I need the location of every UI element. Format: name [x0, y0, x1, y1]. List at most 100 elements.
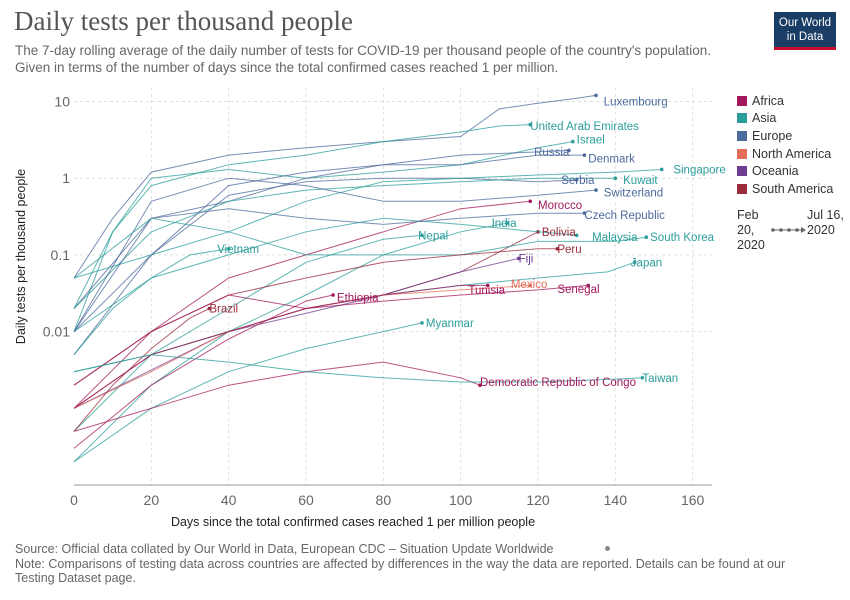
series-line: [73, 234, 423, 432]
x-tick-label: 140: [604, 492, 628, 508]
series-line: [73, 169, 662, 279]
series-label: Brazil: [209, 304, 238, 316]
series-label: Vietnam: [217, 244, 259, 256]
timeline-slider[interactable]: [771, 226, 807, 234]
series-endpoint: [420, 321, 424, 325]
series-line: [73, 322, 423, 463]
timeline-start-label: Feb 20, 2020: [737, 208, 765, 252]
series-endpoint: [420, 233, 424, 238]
series-endpoint: [528, 283, 533, 288]
series-line: [73, 150, 569, 356]
legend-item[interactable]: South America: [737, 180, 833, 198]
series-endpoint: [594, 93, 598, 98]
series-endpoint: [478, 383, 482, 388]
series-line: [73, 217, 647, 279]
series-line: [73, 177, 597, 332]
owid-logo[interactable]: Our World in Data: [774, 12, 836, 50]
y-tick-label: 10: [54, 94, 70, 110]
series-label: Myanmar: [426, 318, 474, 330]
series-line: [73, 208, 585, 332]
y-tick-label: 0.01: [43, 324, 70, 340]
series-line: [73, 361, 481, 432]
series-endpoint: [571, 139, 575, 144]
line-chart: 10 1 0.1 0.01 0 20 40 60 80 100 120 140 160 Days sinc…: [14, 88, 726, 529]
series-line: [73, 284, 589, 409]
legend-swatch: [737, 166, 747, 177]
series-label: Serbia: [561, 175, 595, 187]
series-label: Taiwan: [642, 373, 678, 385]
series-label: Nepal: [418, 230, 448, 242]
logo-line-2: in Data: [786, 31, 824, 43]
chart-subtitle: The 7-day rolling average of the daily n…: [15, 43, 711, 75]
footer-dot: [605, 546, 610, 551]
legend-label: Asia: [752, 111, 777, 126]
legend-swatch: [737, 130, 747, 141]
series-line: [73, 177, 616, 309]
y-tick-label: 1: [62, 170, 70, 186]
series-label: Switzerland: [604, 188, 663, 200]
series-label: Luxembourg: [604, 97, 668, 109]
series-line: [73, 248, 229, 356]
series-endpoint: [586, 283, 591, 288]
series-label: Kuwait: [623, 175, 658, 187]
legend-item[interactable]: Africa: [737, 92, 833, 110]
series-label: Fiji: [519, 253, 534, 265]
series-endpoint: [505, 221, 509, 225]
x-tick-label: 0: [70, 492, 78, 508]
series-line: [73, 257, 519, 409]
legend-label: Africa: [752, 93, 784, 108]
series-endpoint: [613, 176, 618, 181]
series-endpoint: [555, 247, 560, 251]
legend-swatch: [737, 95, 747, 106]
legend-item[interactable]: Asia: [737, 110, 833, 128]
series-label: Democratic Republic of Congo: [480, 377, 636, 389]
source-text[interactable]: Source: Official data collated by Our Wo…: [15, 542, 554, 556]
series-label: Japan: [631, 257, 662, 269]
series-label: Mexico: [511, 279, 547, 291]
series-label: Bolivia: [542, 227, 576, 239]
series-label: Israel: [577, 134, 605, 146]
series-line: [73, 284, 531, 409]
series-endpoint: [528, 199, 533, 204]
x-tick-label: 40: [221, 492, 237, 508]
series-endpoint: [207, 306, 212, 311]
series-label: South Korea: [650, 232, 715, 244]
legend-item[interactable]: Europe: [737, 127, 833, 145]
series-endpoint: [226, 247, 231, 251]
legend-item[interactable]: North America: [737, 145, 833, 163]
series-endpoint: [574, 233, 579, 238]
series-label: Czech Republic: [584, 210, 665, 222]
series-endpoint: [331, 293, 335, 297]
series-label: United Arab Emirates: [530, 121, 639, 133]
series-label: Russia: [534, 147, 570, 159]
legend: Africa Asia Europe North America Oceania Sout…: [737, 92, 833, 198]
x-tick-label: 80: [376, 492, 392, 508]
series-endpoint: [644, 235, 649, 240]
series-endpoint: [567, 148, 571, 153]
series-line: [73, 200, 531, 409]
series-label: India: [492, 218, 518, 230]
y-tick-label: 0.1: [51, 247, 71, 263]
series-line: [73, 217, 577, 333]
series-endpoint: [632, 260, 637, 265]
series-label: Ethiopia: [337, 292, 379, 304]
y-axis-label: Daily tests per thousand people: [14, 169, 28, 344]
legend-label: North America: [752, 146, 832, 161]
legend-swatch: [737, 113, 747, 124]
series-line: [73, 154, 585, 309]
series-line: [73, 177, 577, 332]
series-label: Malaysia: [592, 232, 638, 244]
legend-item[interactable]: Oceania: [737, 162, 833, 180]
x-axis-label: Days since the total confirmed cases rea…: [171, 515, 535, 529]
legend-swatch: [737, 148, 747, 159]
series-endpoint: [594, 188, 598, 192]
series-endpoint: [582, 211, 587, 215]
logo-line-1: Our World: [778, 17, 832, 29]
x-tick-label: 20: [144, 492, 160, 508]
series-endpoint: [574, 178, 579, 182]
legend-label: Europe: [752, 128, 793, 143]
series-label: Tunisia: [468, 285, 505, 297]
timeline-control[interactable]: Feb 20, 2020 Jul 16, 2020: [737, 208, 844, 258]
series-label: Senegal: [557, 284, 599, 296]
series-endpoint: [516, 256, 521, 261]
